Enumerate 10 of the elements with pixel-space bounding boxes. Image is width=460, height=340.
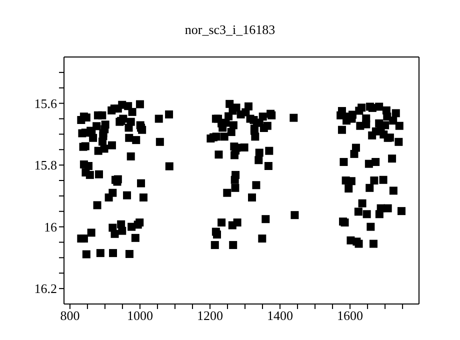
x-tick-label: 1400 (267, 308, 294, 324)
x-tick-label: 800 (60, 308, 80, 324)
x-tick-label: 1600 (337, 308, 364, 324)
y-tick-label: 16.2 (34, 281, 57, 296)
x-tick-label: 1200 (196, 308, 223, 324)
y-tick-label: 15.6 (34, 96, 58, 111)
y-tick-label: 16 (44, 219, 58, 234)
x-tick-label: 1000 (126, 308, 153, 324)
y-tick-label: 15.8 (34, 158, 57, 173)
chart-title: nor_sc3_i_16183 (184, 21, 276, 39)
